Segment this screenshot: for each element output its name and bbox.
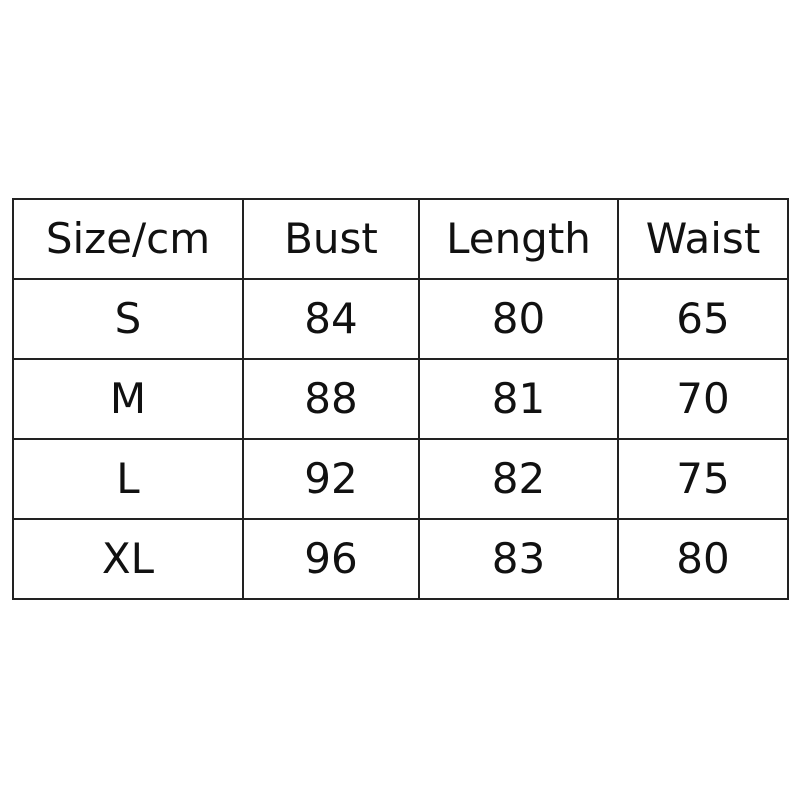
table-cell: 84: [242, 278, 420, 360]
table-cell: Bust: [242, 198, 420, 280]
table-row: L 92 82 75: [12, 438, 789, 520]
table-row: XL 96 83 80: [12, 518, 789, 600]
table-cell: 80: [418, 278, 619, 360]
table-cell: 80: [617, 518, 789, 600]
table-cell: XL: [12, 518, 244, 600]
table-cell: Waist: [617, 198, 789, 280]
table-cell: 65: [617, 278, 789, 360]
table-cell: 88: [242, 358, 420, 440]
header-row: Size/cm Bust Length Waist: [12, 198, 789, 280]
table-cell: S: [12, 278, 244, 360]
table-cell: M: [12, 358, 244, 440]
size-chart-table: Size/cm Bust Length Waist S 84 80 65 M 88 81 70 L 92 8…: [12, 198, 789, 600]
table-row: S 84 80 65: [12, 278, 789, 360]
table-cell: Size/cm: [12, 198, 244, 280]
table-cell: 70: [617, 358, 789, 440]
table-cell: 83: [418, 518, 619, 600]
table-cell: 96: [242, 518, 420, 600]
table-cell: 92: [242, 438, 420, 520]
table-cell: L: [12, 438, 244, 520]
table-cell: 75: [617, 438, 789, 520]
table-cell: 81: [418, 358, 619, 440]
table-cell: 82: [418, 438, 619, 520]
table-cell: Length: [418, 198, 619, 280]
table-row: M 88 81 70: [12, 358, 789, 440]
